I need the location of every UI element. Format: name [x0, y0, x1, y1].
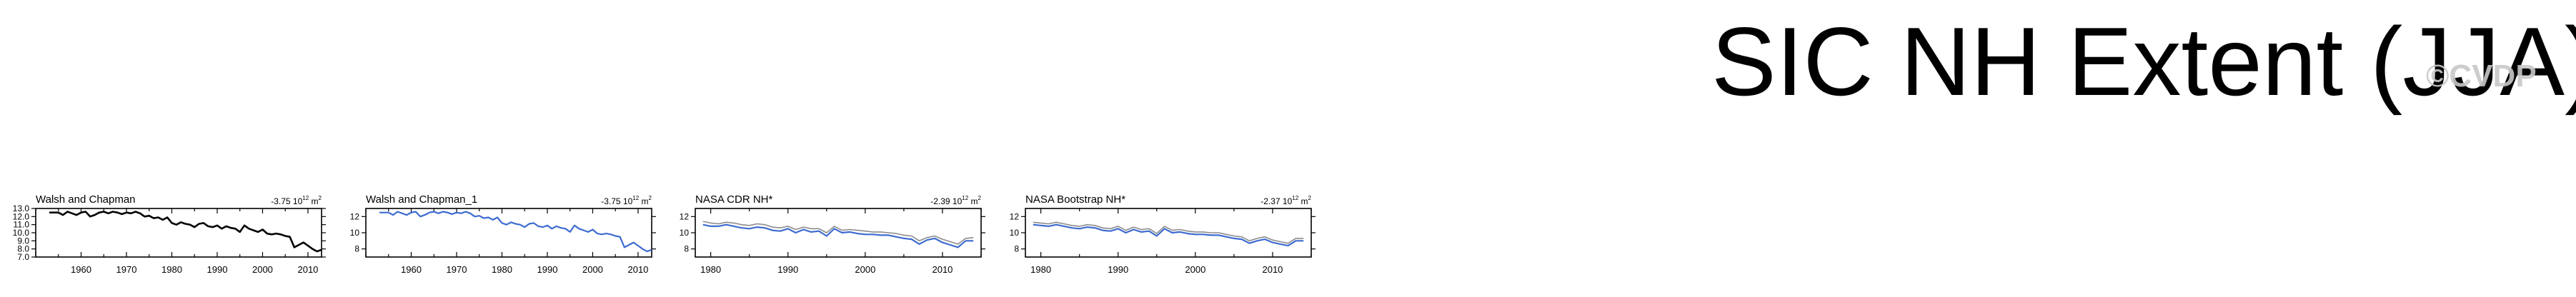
y-tick-label: 8.0	[17, 244, 29, 254]
chart-panel-2: Walsh and Chapman_1 -3.75 1012 m2 1960 1970…	[350, 193, 656, 275]
x-tick-label: 1990	[1108, 264, 1128, 275]
x-tick-label: 2000	[855, 264, 875, 275]
y-tick-label: 12	[350, 211, 360, 221]
x-tick-label: 1960	[401, 264, 422, 275]
series-line-1	[1033, 221, 1304, 244]
panel-title: Walsh and Chapman	[36, 193, 136, 206]
series-line-1	[49, 211, 322, 253]
cvdp-watermark: ©CVDP	[2426, 59, 2537, 94]
y-tick-label: 8	[684, 244, 689, 254]
series-line-2	[702, 223, 974, 248]
x-tick-label: 2000	[1185, 264, 1205, 275]
x-tick-label: 2010	[627, 264, 648, 275]
y-tick-label: 10	[1010, 228, 1020, 238]
trend-label: -3.75 1012 m2	[601, 195, 652, 206]
plot-frame	[1025, 208, 1312, 258]
x-tick-label: 1970	[116, 264, 137, 275]
x-tick-label: 2000	[582, 264, 603, 275]
y-tick-label: 12.0	[13, 211, 30, 221]
series-line-1	[702, 221, 974, 245]
trend-label: -2.37 1012 m2	[1260, 195, 1311, 206]
x-tick-label: 1980	[161, 264, 182, 275]
x-tick-label: 1990	[777, 264, 798, 275]
chart-panel-4: NASA Bootstrap NH* -2.37 1012 m2 1980 1990 2…	[1010, 193, 1316, 275]
y-tick-label: 7.0	[17, 252, 29, 262]
y-tick-label: 10	[680, 228, 690, 238]
x-tick-label: 2010	[932, 264, 953, 275]
trend-label: -2.39 1012 m2	[930, 195, 981, 206]
plot-frame	[365, 208, 652, 258]
chart-panel-1: Walsh and Chapman -3.75 1012 m2 1960 1970 19…	[13, 193, 326, 275]
chart-panel-3: NASA CDR NH* -2.39 1012 m2 1980 1990 2000 201…	[680, 193, 985, 275]
figure-title: SIC NH Extent (JJA)	[1711, 7, 2576, 116]
panel-title: NASA CDR NH*	[695, 193, 773, 206]
x-tick-label: 1990	[537, 264, 558, 275]
series-line-1	[379, 211, 652, 253]
plot-frame	[695, 208, 982, 258]
panel-title: NASA Bootstrap NH*	[1025, 193, 1125, 206]
y-tick-label: 8	[1014, 244, 1019, 254]
x-tick-label: 2010	[1262, 264, 1283, 275]
y-tick-label: 8	[354, 244, 359, 254]
y-tick-label: 10.0	[13, 228, 30, 238]
plot-frame	[35, 208, 322, 258]
y-tick-label: 9.0	[17, 236, 29, 246]
x-tick-label: 1980	[1030, 264, 1051, 275]
x-tick-label: 1960	[71, 264, 91, 275]
x-tick-label: 2010	[297, 264, 318, 275]
x-tick-label: 2000	[252, 264, 273, 275]
trend-label: -3.75 1012 m2	[271, 195, 322, 206]
series-line-2	[1033, 223, 1304, 247]
x-tick-label: 1980	[700, 264, 721, 275]
x-tick-label: 1980	[492, 264, 512, 275]
panel-title: Walsh and Chapman_1	[366, 193, 477, 206]
x-tick-label: 1990	[207, 264, 228, 275]
y-tick-label: 11.0	[14, 220, 30, 230]
x-tick-label: 1970	[447, 264, 467, 275]
y-tick-label: 12	[1010, 211, 1020, 221]
y-tick-label: 13.0	[13, 203, 30, 213]
y-tick-label: 10	[350, 228, 360, 238]
y-tick-label: 12	[680, 211, 690, 221]
